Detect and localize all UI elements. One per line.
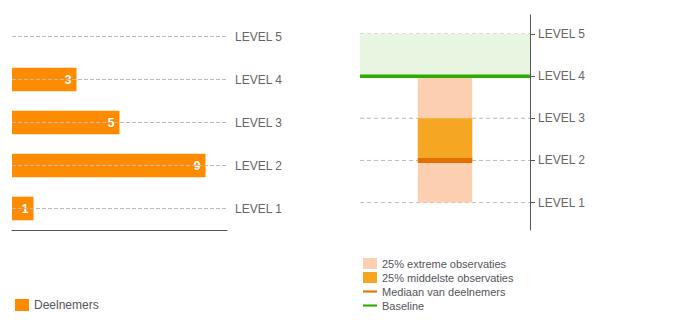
svg-text:1: 1 [21,201,29,216]
svg-text:Mediaan van deelnemers: Mediaan van deelnemers [382,286,506,298]
svg-text:5: 5 [107,115,115,130]
svg-text:25% middelste observaties: 25% middelste observaties [382,272,514,284]
svg-text:LEVEL 4: LEVEL 4 [235,73,282,87]
svg-text:LEVEL 2: LEVEL 2 [235,159,282,173]
svg-text:LEVEL 5: LEVEL 5 [538,27,585,41]
svg-text:Deelnemers: Deelnemers [34,298,99,312]
svg-text:LEVEL 2: LEVEL 2 [538,153,585,167]
svg-text:LEVEL 3: LEVEL 3 [235,116,282,130]
svg-text:LEVEL 3: LEVEL 3 [538,111,585,125]
svg-text:LEVEL 5: LEVEL 5 [235,30,282,44]
svg-text:LEVEL 1: LEVEL 1 [538,196,585,210]
svg-text:3: 3 [64,72,72,87]
svg-text:Baseline: Baseline [382,300,424,312]
svg-text:25% extreme observaties: 25% extreme observaties [382,258,507,270]
svg-text:LEVEL 4: LEVEL 4 [538,69,585,83]
svg-text:LEVEL 1: LEVEL 1 [235,202,282,216]
svg-text:9: 9 [193,158,201,173]
